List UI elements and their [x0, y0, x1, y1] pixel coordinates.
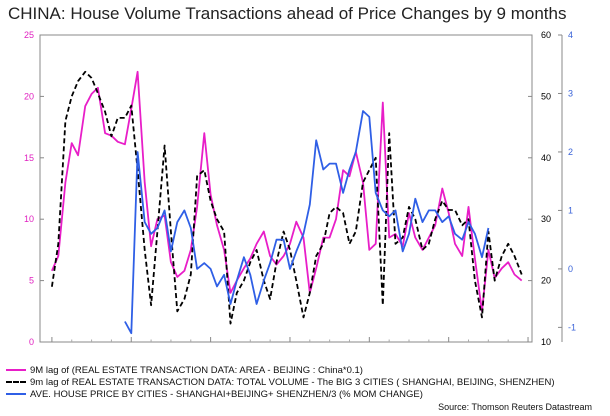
x-axis: 2009201020112012201320142015	[51, 337, 529, 342]
left-tick-label: 5	[29, 276, 34, 286]
left-tick-label: 15	[24, 153, 34, 163]
legend-swatch-magenta	[6, 369, 26, 371]
right2-tick-label: 1	[568, 205, 573, 215]
right1-tick-label: 20	[541, 276, 551, 286]
right1-tick-label: 60	[541, 30, 551, 40]
legend-label: 9M lag of (REAL ESTATE TRANSACTION DATA:…	[30, 364, 363, 376]
legend-swatch-black-dashed	[6, 381, 26, 383]
series-line-1	[51, 70, 523, 325]
source-note: Source: Thomson Reuters Datastream	[438, 402, 592, 412]
legend-swatch-blue	[6, 393, 26, 395]
left-tick-label: 10	[24, 214, 34, 224]
series-line-2	[124, 110, 490, 335]
right1-tick-label: 30	[541, 214, 551, 224]
plot-frame	[39, 34, 533, 343]
left-tick-label: 25	[24, 30, 34, 40]
right2-tick-label: 0	[568, 264, 573, 274]
right2-tick-label: -1	[568, 322, 576, 332]
legend-label: 9m lag of REAL ESTATE TRANSACTION DATA: …	[30, 376, 555, 388]
right2-tick-label: 3	[568, 88, 573, 98]
series-line-0	[51, 70, 523, 313]
right1-axis: 10 20 30 40 50 60	[528, 30, 551, 345]
right2-tick-label: 4	[568, 30, 573, 40]
left-tick-label: 0	[29, 337, 34, 345]
legend-item-beijing-area: 9M lag of (REAL ESTATE TRANSACTION DATA:…	[6, 364, 606, 376]
chart-title: CHINA: House Volume Transactions ahead o…	[8, 4, 567, 23]
right2-tick-label: 2	[568, 147, 573, 157]
legend-label: AVE. HOUSE PRICE BY CITIES - SHANGHAI+BE…	[30, 388, 423, 400]
right1-tick-label: 10	[541, 337, 551, 345]
chart-svg: 0 5 10 15 20 25 10 20 30 40 50 60 -1 0 1 2 3 4 20092010…	[24, 30, 576, 345]
left-tick-label: 20	[24, 91, 34, 101]
series-group	[51, 70, 523, 335]
legend-item-big3-volume: 9m lag of REAL ESTATE TRANSACTION DATA: …	[6, 376, 606, 388]
right1-tick-label: 40	[541, 153, 551, 163]
right1-tick-label: 50	[541, 91, 551, 101]
legend-item-house-price: AVE. HOUSE PRICE BY CITIES - SHANGHAI+BE…	[6, 388, 606, 400]
right2-axis: -1 0 1 2 3 4	[558, 30, 576, 332]
left-axis: 0 5 10 15 20 25	[24, 30, 44, 345]
legend: 9M lag of (REAL ESTATE TRANSACTION DATA:…	[6, 364, 606, 400]
